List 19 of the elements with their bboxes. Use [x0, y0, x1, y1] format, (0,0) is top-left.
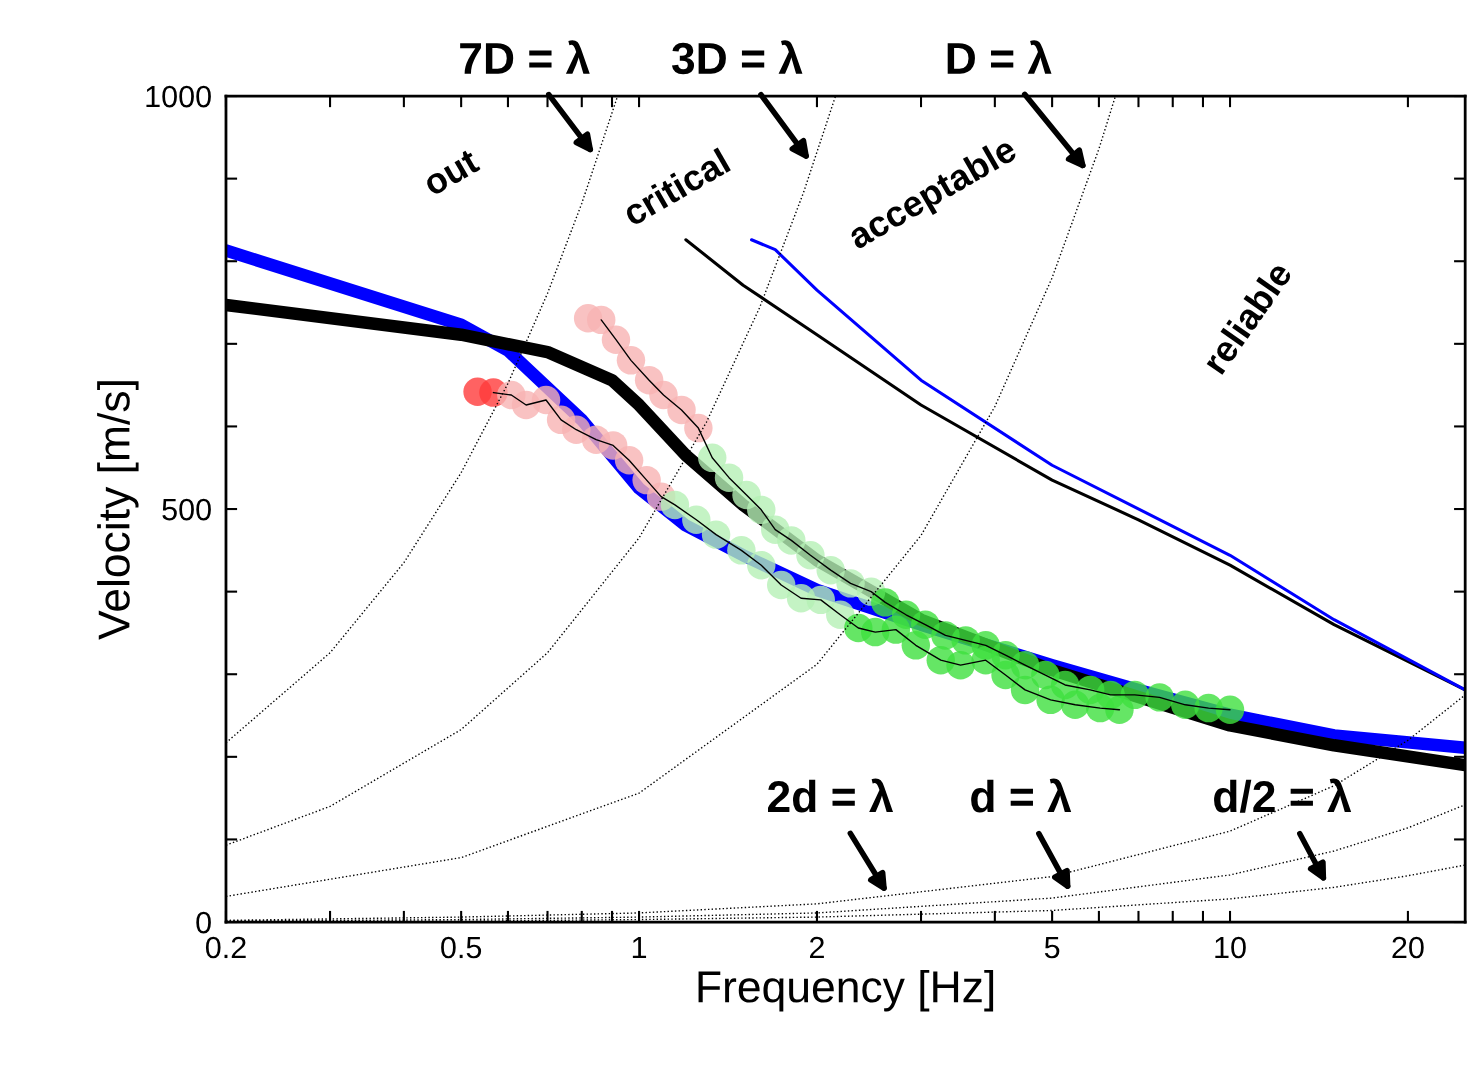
annotation: 7D = λ: [460, 40, 590, 74]
x-tick-label: 1: [632, 937, 647, 959]
x-tick-label: 0.5: [441, 936, 482, 959]
y-tick-label: 500: [162, 498, 211, 521]
y-tick-label: 1000: [146, 85, 211, 108]
x-axis-title: Frequency [Hz]: [698, 969, 994, 1012]
annotation: D = λ: [947, 40, 1052, 74]
y-axis-title: Velocity [m/s]: [97, 381, 139, 640]
annotation: d/2 = λ: [1214, 778, 1352, 813]
annotation: 2d = λ: [768, 778, 894, 813]
annotation: d = λ: [971, 778, 1072, 813]
y-tick-label: 0: [196, 911, 211, 934]
annotation: 3D = λ: [671, 40, 803, 75]
annotation: out: [421, 148, 481, 197]
x-tick-label: 2: [809, 936, 824, 959]
x-tick-label: 5: [1044, 937, 1060, 959]
x-tick-label: 20: [1392, 936, 1424, 959]
x-tick-label: 0.2: [205, 936, 246, 959]
x-tick-label: 10: [1215, 936, 1246, 959]
